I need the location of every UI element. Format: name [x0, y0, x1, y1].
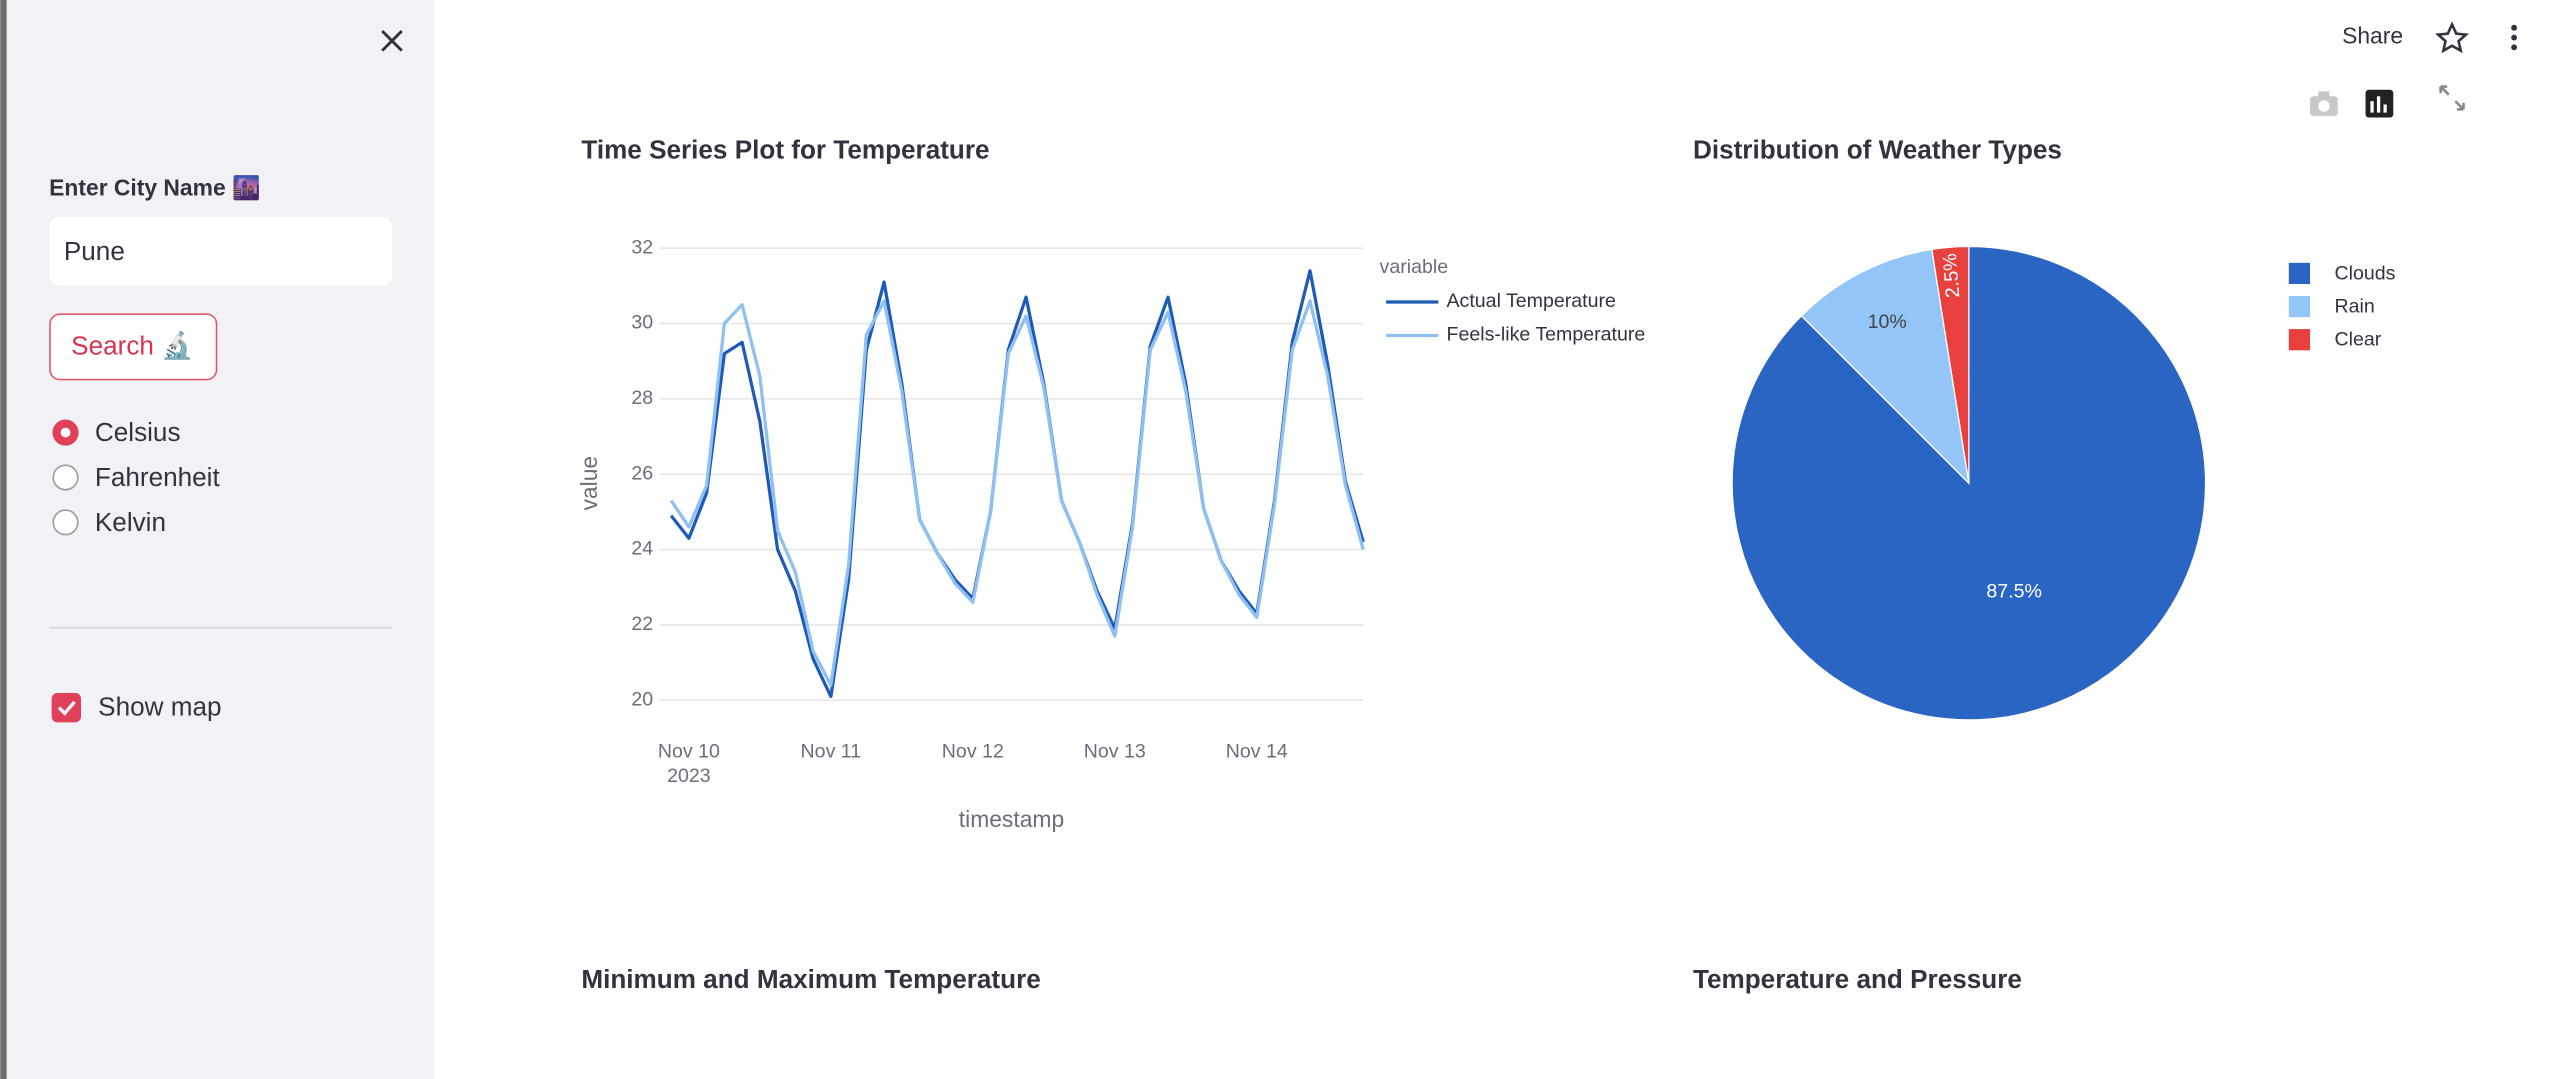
series-line	[669, 269, 1365, 699]
y-tick-label: 28	[631, 387, 653, 409]
star-button[interactable]	[2435, 21, 2470, 54]
section-title: Minimum and Maximum Temperature	[581, 964, 1040, 994]
radio-button[interactable]	[52, 509, 79, 536]
search-button-label[interactable]: Search 🔬	[71, 330, 194, 361]
x-axis-label: timestamp	[959, 806, 1064, 832]
legend-label[interactable]: Actual Temperature	[1447, 290, 1617, 312]
radio-label[interactable]: Fahrenheit	[95, 462, 221, 492]
legend-label[interactable]: Feels-like Temperature	[1447, 324, 1646, 346]
legend-swatch	[2288, 262, 2311, 285]
pie-label: 10%	[1868, 311, 1907, 333]
y-tick-label: 22	[631, 613, 653, 635]
y-tick-label: 26	[631, 462, 653, 484]
y-tick-label: 24	[631, 538, 653, 560]
legend-swatch	[2288, 329, 2311, 351]
radio-button[interactable]	[52, 464, 79, 491]
chart-title: Time Series Plot for Temperature	[581, 135, 989, 165]
legend-label[interactable]: Rain	[2335, 296, 2375, 318]
x-tick-label: Nov 11	[801, 741, 862, 763]
input-label: Enter City Name 🌆	[49, 174, 260, 200]
chart-icon[interactable]	[2365, 89, 2394, 118]
camera-icon[interactable]	[2310, 91, 2338, 116]
pie-slice	[1931, 245, 1970, 484]
share-button[interactable]: Share	[2342, 23, 2403, 49]
sidebar	[6, 0, 435, 1079]
series-line	[669, 299, 1365, 687]
chart-title: Distribution of Weather Types	[1693, 135, 2062, 165]
search-button[interactable]	[49, 313, 218, 381]
radio-dot[interactable]	[60, 427, 71, 438]
y-tick-label: 20	[631, 688, 653, 710]
x-tick-label: Nov 14	[1226, 741, 1288, 763]
city-input-value[interactable]: Pune	[64, 236, 125, 266]
pie-slice	[1800, 248, 1970, 486]
legend-swatch	[2288, 295, 2311, 318]
x-tick-label: Nov 10 2023	[658, 741, 720, 787]
section-title: Temperature and Pressure	[1693, 964, 2022, 994]
menu-button[interactable]	[2511, 24, 2518, 51]
radio-label[interactable]: Celsius	[95, 417, 181, 447]
x-tick-label: Nov 12	[942, 741, 1004, 763]
pie-label: 87.5%	[1986, 581, 2042, 603]
radio-label[interactable]: Kelvin	[95, 507, 166, 537]
close-button[interactable]	[381, 29, 403, 52]
legend-title: variable	[1380, 256, 1449, 278]
y-tick-label: 32	[631, 236, 653, 258]
x-tick-label: Nov 13	[1084, 741, 1146, 763]
y-tick-label: 30	[631, 312, 653, 334]
fullscreen-icon[interactable]	[2439, 85, 2465, 111]
legend-label[interactable]: Clear	[2335, 329, 2382, 351]
city-input[interactable]	[49, 217, 392, 286]
window-edge	[0, 0, 7, 1079]
y-axis-label: value	[576, 456, 602, 511]
checkmark[interactable]	[57, 700, 76, 716]
legend-label[interactable]: Clouds	[2335, 262, 2396, 284]
pie-label: 2.5%	[1939, 252, 1964, 298]
checkbox-label[interactable]: Show map	[98, 691, 221, 721]
checkbox[interactable]	[51, 692, 82, 723]
